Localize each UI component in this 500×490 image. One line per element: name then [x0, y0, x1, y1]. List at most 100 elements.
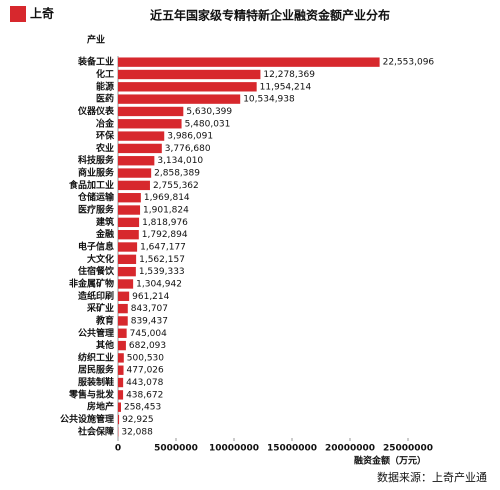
bar — [118, 82, 257, 92]
y-tick-label: 居民服务 — [78, 364, 115, 376]
value-label: 1,792,894 — [142, 230, 188, 240]
bar — [118, 353, 124, 363]
bar — [118, 106, 184, 117]
bar — [118, 414, 120, 425]
y-axis-label: 产业 — [87, 34, 105, 46]
y-tick-label: 纺织工业 — [78, 351, 114, 363]
y-tick-label: 装备工业 — [77, 56, 114, 68]
y-tick-label: 电子信息 — [78, 241, 114, 253]
value-label: 2,858,389 — [154, 169, 200, 179]
logo-text: 上奇 — [30, 6, 54, 21]
bar — [118, 291, 130, 301]
chart-title: 近五年国家级专精特新企业融资金额产业分布 — [150, 8, 390, 23]
bar — [118, 119, 182, 129]
y-tick-label: 商业服务 — [78, 167, 115, 179]
x-tick-label: 5000000 — [154, 444, 198, 454]
value-label: 5,630,399 — [186, 107, 232, 117]
value-label: 1,539,333 — [139, 267, 185, 277]
y-tick-label: 医药 — [96, 93, 114, 105]
y-tick-label: 医疗服务 — [78, 204, 115, 216]
y-tick-label: 造纸印刷 — [78, 290, 114, 302]
y-tick-label: 房地产 — [87, 401, 114, 413]
bar — [118, 365, 124, 375]
y-tick-label: 住宿餐饮 — [78, 265, 115, 277]
value-label: 477,026 — [127, 366, 164, 376]
bar — [118, 168, 152, 178]
bar — [118, 217, 140, 228]
value-label: 3,986,091 — [167, 132, 213, 142]
x-tick-label: 10000000 — [209, 444, 259, 454]
y-tick-label: 食品加工业 — [68, 179, 114, 191]
value-label: 1,969,814 — [144, 193, 190, 203]
value-label: 682,093 — [129, 341, 166, 351]
value-label: 258,453 — [124, 403, 161, 413]
y-tick-label: 环保 — [96, 130, 115, 142]
bar — [118, 377, 124, 388]
x-tick-label: 20000000 — [325, 444, 375, 454]
value-label: 1,562,157 — [139, 255, 185, 265]
x-tick-label: 0 — [115, 444, 121, 454]
bar — [118, 303, 128, 314]
y-tick-label: 金融 — [95, 228, 114, 240]
logo-icon — [10, 6, 26, 22]
y-tick-label: 社会保障 — [77, 425, 114, 437]
bar — [118, 254, 137, 265]
y-tick-label: 冶金 — [96, 117, 115, 129]
value-label: 1,901,824 — [143, 206, 189, 216]
bar — [118, 266, 136, 277]
value-label: 961,214 — [132, 292, 169, 302]
x-axis-label: 融资金额（万元） — [354, 455, 426, 467]
bar — [118, 143, 162, 154]
y-tick-label: 公共管理 — [78, 327, 114, 339]
bar — [118, 328, 127, 338]
bar — [118, 193, 141, 203]
value-label: 22,553,096 — [383, 58, 435, 68]
y-tick-label: 仪器仪表 — [77, 105, 115, 117]
value-label: 745,004 — [130, 329, 167, 339]
x-tick-label: 25000000 — [383, 444, 433, 454]
y-tick-label: 其他 — [96, 339, 114, 351]
bar — [118, 316, 128, 326]
y-tick-label: 农业 — [95, 142, 114, 154]
x-tick-label: 15000000 — [267, 444, 317, 454]
value-label: 1,647,177 — [140, 243, 186, 253]
bar — [118, 156, 155, 166]
value-label: 500,530 — [127, 353, 164, 363]
value-label: 1,304,942 — [136, 279, 182, 289]
y-tick-label: 采矿业 — [86, 302, 114, 314]
bar — [118, 279, 134, 289]
y-tick-label: 能源 — [96, 80, 114, 92]
value-label: 11,954,214 — [260, 82, 312, 92]
bar — [118, 180, 150, 191]
value-label: 443,078 — [126, 378, 163, 388]
value-label: 2,755,362 — [153, 181, 199, 191]
bar — [118, 69, 261, 80]
bar — [118, 57, 380, 67]
y-tick-label: 教育 — [95, 314, 114, 326]
value-label: 839,437 — [131, 316, 168, 326]
y-tick-label: 科技服务 — [78, 154, 115, 166]
bar — [118, 390, 124, 400]
bar — [118, 340, 126, 351]
y-tick-label: 零售与批发 — [68, 388, 115, 400]
source: 数据来源：上奇产业通 — [377, 470, 487, 484]
bar — [118, 94, 241, 104]
value-label: 438,672 — [126, 390, 163, 400]
y-tick-label: 大文化 — [87, 253, 114, 265]
y-tick-label: 非金属矿物 — [69, 277, 114, 289]
bar — [118, 242, 138, 252]
value-label: 3,776,680 — [165, 144, 211, 154]
bar — [118, 229, 139, 240]
y-tick-label: 仓储运输 — [77, 191, 115, 203]
bar — [118, 205, 141, 215]
value-label: 32,088 — [121, 427, 153, 437]
value-label: 10,534,938 — [243, 95, 295, 105]
value-label: 12,278,369 — [263, 70, 315, 80]
y-tick-label: 公共设施管理 — [60, 413, 114, 425]
y-tick-label: 服装制鞋 — [78, 376, 114, 388]
value-label: 3,134,010 — [157, 156, 203, 166]
value-label: 92,925 — [122, 415, 154, 425]
bar — [118, 131, 165, 141]
y-tick-label: 建筑 — [96, 216, 114, 228]
